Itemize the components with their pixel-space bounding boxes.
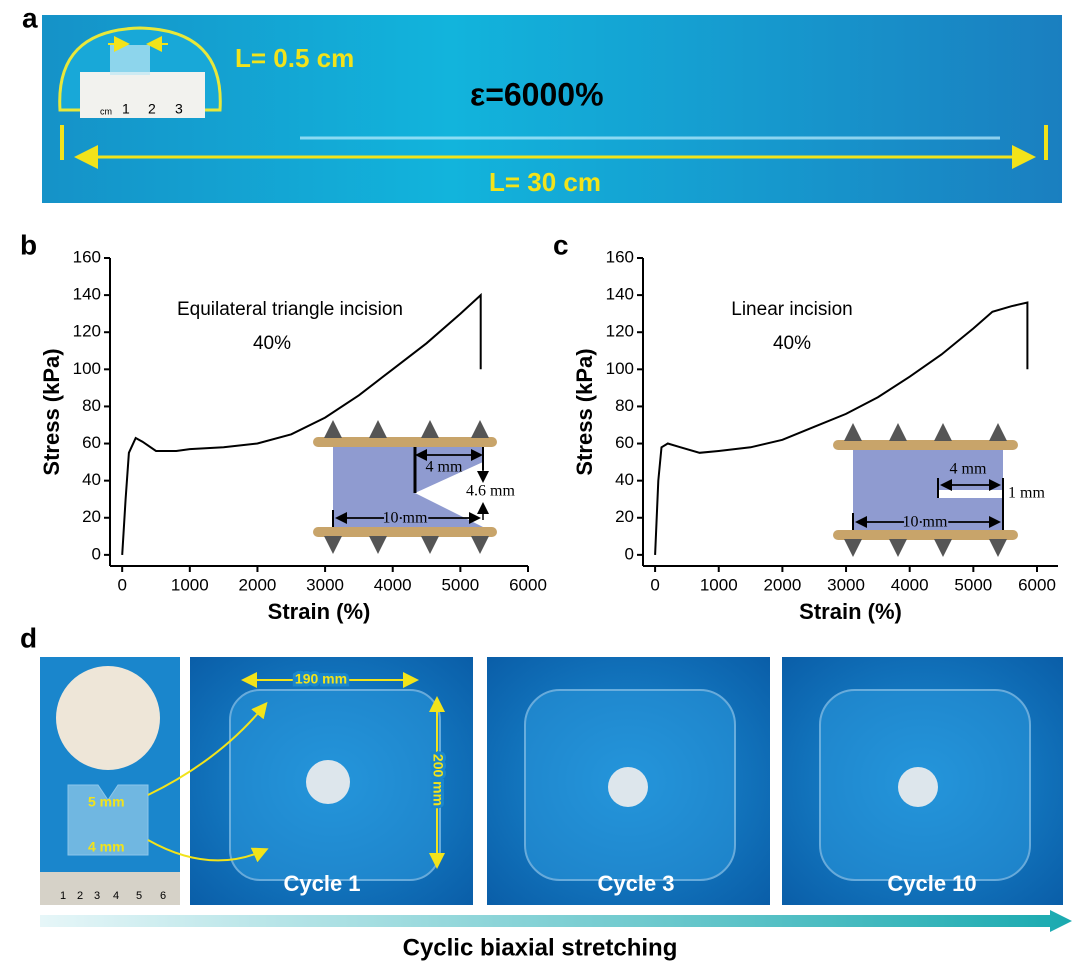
label: 4 mm (88, 839, 125, 855)
photo (40, 657, 180, 905)
annotation: 10 mm (903, 514, 948, 531)
arrow (40, 910, 1072, 932)
x-tick-label: 6000 (1018, 575, 1056, 594)
y-tick-label: 60 (82, 433, 101, 452)
label: L= 30 cm (489, 167, 601, 197)
y-axis-label: Stress (kPa) (572, 348, 597, 475)
panel-label: c (553, 229, 569, 260)
y-tick-label: 160 (606, 247, 634, 266)
data-line (654, 301, 1029, 555)
x-tick-label: 1000 (700, 575, 738, 594)
y-tick-label: 140 (606, 285, 634, 304)
y-tick-label: 20 (615, 507, 634, 526)
annotation: Equilateral triangle incision (177, 299, 403, 320)
y-tick-label: 100 (73, 359, 101, 378)
ruler-label: 4 (113, 890, 119, 902)
data-line (121, 292, 482, 555)
annotation: 4 mm (950, 461, 987, 478)
panel-label: b (20, 229, 37, 260)
panel-label: d (20, 622, 37, 653)
ruler (80, 72, 205, 118)
y-tick-label: 120 (73, 322, 101, 341)
y-tick-label: 120 (606, 322, 634, 341)
y-tick-label: 40 (82, 470, 101, 489)
label: 5 mm (88, 794, 125, 810)
y-tick-label: 160 (73, 247, 101, 266)
label: 200 mm (430, 754, 446, 806)
label: Cycle 3 (597, 871, 674, 896)
label: Cycle 1 (283, 871, 360, 896)
inset-diagram (313, 420, 497, 554)
ruler-label: 6 (160, 890, 166, 902)
annotation: 40% (253, 333, 291, 354)
label: 190 mm (295, 671, 347, 687)
caption: Cyclic biaxial stretching (403, 934, 678, 961)
annotation: 4.6 mm (466, 483, 515, 500)
y-tick-label: 0 (92, 544, 101, 563)
x-tick-label: 0 (117, 575, 126, 594)
x-tick-label: 2000 (763, 575, 801, 594)
x-tick-label: 4000 (891, 575, 929, 594)
x-tick-label: 2000 (239, 575, 277, 594)
inset-diagram (833, 423, 1018, 557)
annotation: 4 mm (426, 459, 463, 476)
photo (147, 657, 1063, 905)
label: ε=6000% (470, 76, 604, 112)
x-tick-label: 3000 (827, 575, 865, 594)
y-tick-label: 60 (615, 433, 634, 452)
annotation: Linear incision (731, 299, 852, 320)
annotation: 40% (773, 333, 811, 354)
y-axis-label: Stress (kPa) (39, 348, 64, 475)
y-tick-label: 20 (82, 507, 101, 526)
x-tick-label: 5000 (441, 575, 479, 594)
x-tick-label: 4000 (374, 575, 412, 594)
ruler-label: cm (100, 106, 112, 116)
y-tick-label: 140 (73, 285, 101, 304)
x-axis-label: Strain (%) (268, 599, 371, 624)
ruler-label: 1 (60, 890, 66, 902)
x-tick-label: 5000 (954, 575, 992, 594)
annotation: 10 mm (383, 510, 428, 527)
ruler-label: 5 (136, 890, 142, 902)
x-tick-label: 0 (650, 575, 659, 594)
x-tick-label: 1000 (171, 575, 209, 594)
label: Cycle 10 (887, 871, 976, 896)
ruler-label: 3 (175, 101, 183, 117)
x-tick-label: 3000 (306, 575, 344, 594)
y-tick-label: 80 (82, 396, 101, 415)
y-tick-label: 100 (606, 359, 634, 378)
x-tick-label: 6000 (509, 575, 547, 594)
x-axis-label: Strain (%) (799, 599, 902, 624)
panel-label: a (22, 2, 38, 33)
sample (110, 45, 150, 75)
ruler-label: 3 (94, 890, 100, 902)
y-tick-label: 0 (625, 544, 634, 563)
label: L= 0.5 cm (235, 43, 354, 73)
ruler-label: 1 (122, 101, 130, 117)
ruler-label: 2 (148, 101, 156, 117)
y-tick-label: 40 (615, 470, 634, 489)
ruler-label: 2 (77, 890, 83, 902)
annotation: 1 mm (1008, 485, 1045, 502)
y-tick-label: 80 (615, 396, 634, 415)
